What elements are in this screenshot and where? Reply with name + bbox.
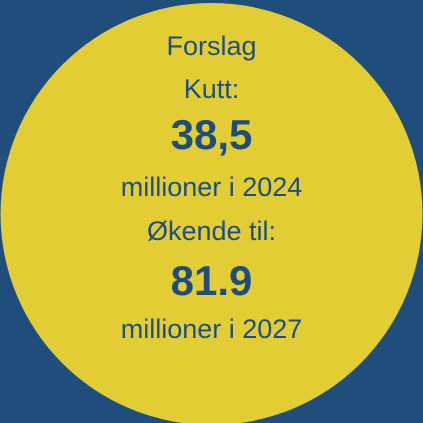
caption: millioner i 2027 xyxy=(121,314,303,344)
value: 81.9 xyxy=(171,257,253,304)
heading: Økende til: xyxy=(147,216,276,246)
value: 38,5 xyxy=(171,111,253,158)
yellow-circle xyxy=(0,3,423,423)
heading: Forslag xyxy=(166,31,256,61)
heading: Kutt: xyxy=(184,74,240,104)
caption: millioner i 2024 xyxy=(121,172,303,202)
